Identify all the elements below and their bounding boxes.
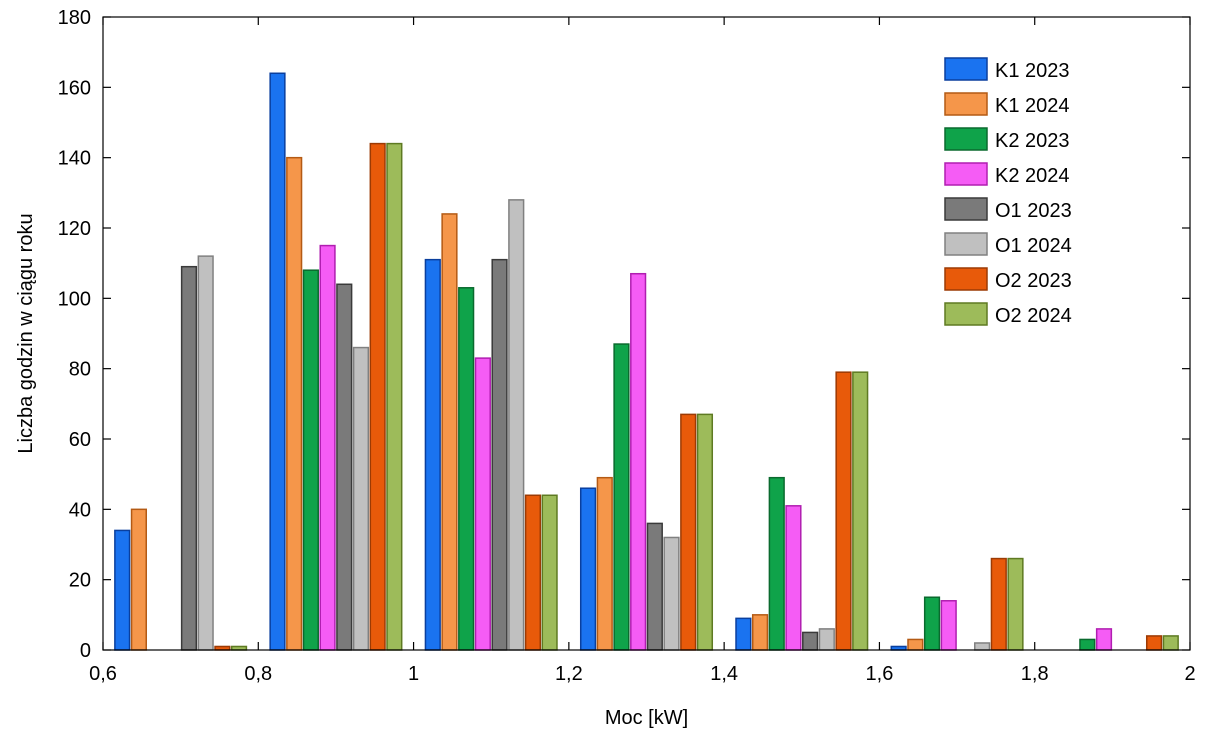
legend-swatch (944, 127, 988, 151)
x-tick-label: 1,4 (710, 663, 738, 685)
legend-swatch (944, 162, 988, 186)
bar-k2-2023-bin-5 (923, 596, 941, 651)
legend-swatch (944, 267, 988, 291)
bar-k1-2024-bin-3 (596, 476, 613, 651)
bar-o1-2024-bin-1 (352, 346, 370, 651)
bar-k2-2023-bin-1 (302, 269, 319, 651)
bar-k2-2023-bin-4 (768, 476, 785, 651)
bar-o1-2023-bin-0 (180, 265, 198, 651)
y-tick-label: 0 (80, 640, 91, 662)
legend-label: O1 2023 (995, 200, 1072, 222)
x-tick-label: 0,6 (89, 663, 117, 685)
bar-k1-2023-bin-2 (424, 258, 441, 651)
bar-k1-2023-bin-0 (114, 529, 131, 651)
bar-o2-2023-bin-6 (1145, 635, 1163, 651)
bar-k1-2024-bin-0 (130, 508, 147, 651)
x-tick-label: 1,8 (1021, 663, 1049, 685)
legend-label: K2 2023 (995, 130, 1070, 152)
bar-k1-2023-bin-4 (735, 617, 752, 651)
y-tick-label: 40 (69, 499, 91, 521)
bar-o1-2024-bin-2 (508, 199, 525, 651)
bar-o2-2024-bin-5 (1007, 557, 1024, 651)
bar-k2-2024-bin-1 (319, 244, 336, 651)
bar-o2-2024-bin-2 (541, 494, 558, 651)
bar-k2-2024-bin-2 (474, 357, 491, 651)
y-tick-label: 80 (69, 359, 91, 381)
bar-k1-2023-bin-3 (579, 487, 597, 651)
bar-k1-2024-bin-4 (751, 614, 769, 651)
legend-swatch (944, 57, 988, 81)
bar-k2-2024-bin-5 (940, 600, 957, 651)
bar-o2-2024-bin-3 (696, 413, 714, 651)
x-tick-label: 0,8 (244, 663, 272, 685)
y-tick-label: 20 (69, 570, 91, 592)
axes-layer: 0,6 0,8 1 1,2 1,4 1,6 1,8 202040608010012014016… (58, 7, 1196, 685)
bar-k1-2023-bin-1 (269, 72, 286, 651)
bar-o2-2023-bin-4 (835, 371, 852, 651)
y-axis-title: Liczba godzin w ciągu roku (15, 213, 37, 453)
x-axis-title: Moc [kW] (605, 707, 688, 729)
bar-o2-2024-bin-1 (386, 142, 403, 651)
bar-o1-2024-bin-3 (663, 536, 680, 651)
x-tick-label: 1,6 (866, 663, 894, 685)
bar-k2-2023-bin-6 (1079, 638, 1096, 651)
bar-o2-2023-bin-5 (990, 557, 1007, 651)
bar-o1-2023-bin-3 (646, 522, 663, 651)
bars-layer (114, 72, 1179, 651)
bar-o2-2024-bin-4 (852, 371, 869, 651)
legend-label: O2 2024 (995, 305, 1072, 327)
y-tick-label: 60 (69, 429, 91, 451)
legend-swatch (944, 232, 988, 256)
bar-o1-2023-bin-1 (336, 283, 353, 651)
legend-label: K1 2024 (995, 95, 1070, 117)
legend-label: O1 2024 (995, 235, 1072, 257)
bar-o2-2023-bin-2 (524, 494, 542, 651)
legend-swatch (944, 197, 988, 221)
legend-swatch (944, 302, 988, 326)
legend-label: O2 2023 (995, 270, 1072, 292)
bar-o1-2024-bin-5 (974, 642, 991, 651)
legend-label: K2 2024 (995, 165, 1070, 187)
y-tick-label: 100 (58, 288, 91, 310)
bar-k2-2024-bin-6 (1095, 628, 1113, 651)
x-tick-label: 1 (408, 663, 419, 685)
bar-o1-2024-bin-4 (818, 628, 835, 651)
bar-o2-2023-bin-1 (369, 142, 386, 651)
bar-k1-2024-bin-1 (286, 156, 303, 651)
bar-k2-2024-bin-3 (630, 272, 647, 651)
legend: K1 2023 K1 2024 K2 2023 K2 2024 O1 2023 O1 20… (944, 57, 1072, 327)
legend-label: K1 2023 (995, 60, 1070, 82)
bar-k2-2023-bin-3 (613, 343, 630, 651)
legend-swatch (944, 92, 988, 116)
bar-o2-2024-bin-6 (1162, 635, 1179, 651)
y-tick-label: 160 (58, 77, 91, 99)
y-tick-label: 120 (58, 218, 91, 240)
bar-o1-2023-bin-2 (491, 258, 508, 651)
bar-o1-2023-bin-4 (802, 631, 819, 651)
bar-o1-2024-bin-0 (197, 255, 214, 651)
y-tick-label: 180 (58, 7, 91, 29)
x-tick-label: 2 (1184, 663, 1195, 685)
x-tick-label: 1,2 (555, 663, 583, 685)
plot-frame (102, 16, 1191, 651)
y-tick-label: 140 (58, 148, 91, 170)
bar-k1-2024-bin-2 (441, 213, 458, 651)
bar-o2-2023-bin-3 (680, 413, 697, 651)
bar-k2-2023-bin-2 (458, 287, 475, 651)
bar-k2-2024-bin-4 (785, 505, 802, 651)
bar-k1-2024-bin-5 (907, 638, 924, 651)
